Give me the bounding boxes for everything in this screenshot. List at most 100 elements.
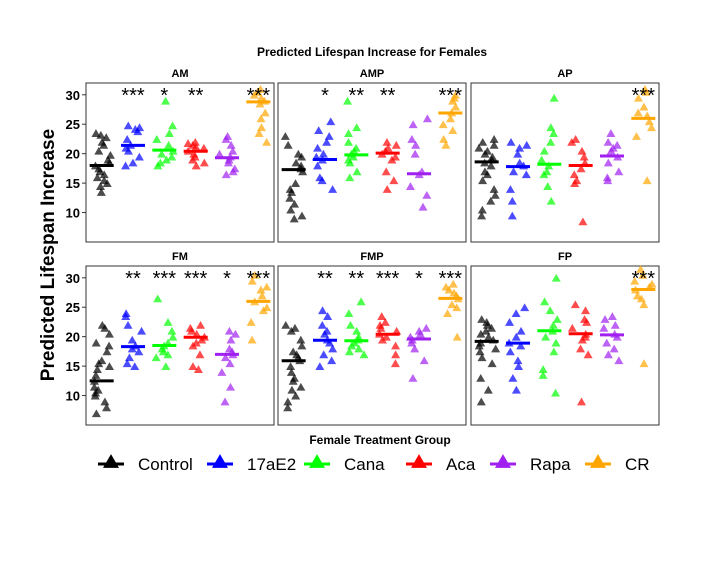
- significance-label: ***: [247, 85, 271, 107]
- y-axis-label: Predicted Lifespan Increase: [38, 129, 59, 381]
- data-point: [196, 320, 206, 329]
- data-point: [348, 152, 358, 161]
- group-cr: ***: [246, 84, 272, 146]
- data-point: [256, 114, 266, 123]
- legend-item-rapa: Rapa: [490, 454, 571, 474]
- data-point: [317, 176, 327, 185]
- data-point: [153, 294, 163, 303]
- data-point: [567, 137, 577, 146]
- data-point: [291, 391, 301, 400]
- significance-label: ***: [153, 268, 177, 290]
- data-point: [297, 211, 307, 220]
- data-point: [603, 176, 613, 185]
- data-point: [188, 362, 198, 371]
- data-point: [344, 129, 354, 137]
- data-point: [318, 306, 328, 315]
- data-point: [91, 338, 101, 347]
- data-point: [286, 326, 296, 335]
- data-point: [549, 93, 559, 102]
- data-point: [254, 129, 264, 137]
- data-point: [480, 149, 490, 158]
- data-point: [345, 173, 355, 182]
- data-point: [537, 155, 547, 164]
- data-point: [641, 87, 651, 96]
- data-point: [474, 341, 484, 350]
- legend-item-17ae2: 17aE2: [207, 454, 296, 474]
- data-point: [411, 140, 421, 149]
- data-point: [579, 152, 589, 161]
- data-point: [221, 170, 231, 179]
- data-point: [319, 350, 329, 359]
- data-point: [250, 270, 260, 279]
- data-point: [283, 403, 293, 412]
- data-point: [415, 329, 425, 338]
- data-point: [224, 326, 234, 335]
- legend-label: Control: [138, 455, 193, 474]
- data-point: [515, 143, 525, 152]
- data-point: [225, 359, 235, 368]
- data-point: [612, 332, 622, 341]
- group-cana: **: [343, 85, 369, 182]
- data-point: [549, 347, 559, 356]
- data-point: [297, 152, 307, 161]
- data-point: [262, 282, 272, 291]
- data-point: [509, 167, 519, 176]
- group-control: [474, 315, 501, 406]
- data-point: [482, 170, 492, 179]
- data-point: [577, 335, 587, 344]
- data-point: [281, 320, 291, 329]
- group-control: [474, 135, 500, 220]
- data-point: [607, 312, 617, 320]
- data-point: [478, 176, 488, 185]
- data-point: [549, 129, 559, 137]
- data-point: [230, 329, 240, 338]
- data-point: [422, 114, 432, 123]
- data-point: [446, 114, 456, 123]
- data-point: [161, 362, 171, 371]
- chart-title: Predicted Lifespan Increase for Females: [257, 45, 487, 59]
- data-point: [491, 344, 501, 353]
- data-point: [448, 96, 458, 105]
- data-point: [489, 140, 499, 149]
- x-axis-label: Female Treatment Group: [309, 433, 450, 447]
- data-point: [192, 329, 202, 338]
- significance-label: **: [349, 85, 365, 107]
- data-point: [121, 161, 131, 170]
- data-point: [228, 146, 238, 155]
- data-point: [548, 320, 558, 329]
- data-point: [452, 303, 462, 312]
- data-point: [507, 196, 517, 205]
- data-point: [421, 323, 431, 332]
- data-point: [551, 273, 561, 282]
- data-point: [443, 309, 453, 318]
- data-point: [161, 155, 171, 164]
- legend-item-aca: Aca: [406, 454, 476, 474]
- legend-triangle-icon: [590, 454, 606, 468]
- group-17ae2: **: [313, 268, 338, 371]
- group-17ae2: [504, 303, 530, 394]
- data-point: [508, 373, 518, 382]
- data-point: [505, 318, 515, 326]
- data-point: [313, 143, 323, 152]
- group-rapa: [215, 132, 240, 179]
- panel-fp: FP ***: [470, 251, 660, 426]
- data-point: [482, 320, 492, 329]
- data-point: [123, 146, 133, 155]
- data-point: [639, 102, 649, 111]
- data-point: [407, 135, 417, 143]
- data-point: [323, 312, 333, 320]
- data-point: [551, 338, 561, 347]
- data-point: [387, 155, 397, 164]
- data-point: [102, 347, 112, 356]
- data-point: [489, 135, 499, 143]
- data-point: [646, 123, 656, 132]
- data-point: [352, 326, 362, 335]
- data-point: [287, 188, 297, 196]
- data-point: [352, 167, 362, 176]
- panel-frame: [470, 265, 660, 426]
- data-point: [327, 356, 337, 365]
- significance-label: **: [125, 268, 141, 290]
- data-point: [376, 323, 386, 332]
- data-point: [262, 137, 272, 146]
